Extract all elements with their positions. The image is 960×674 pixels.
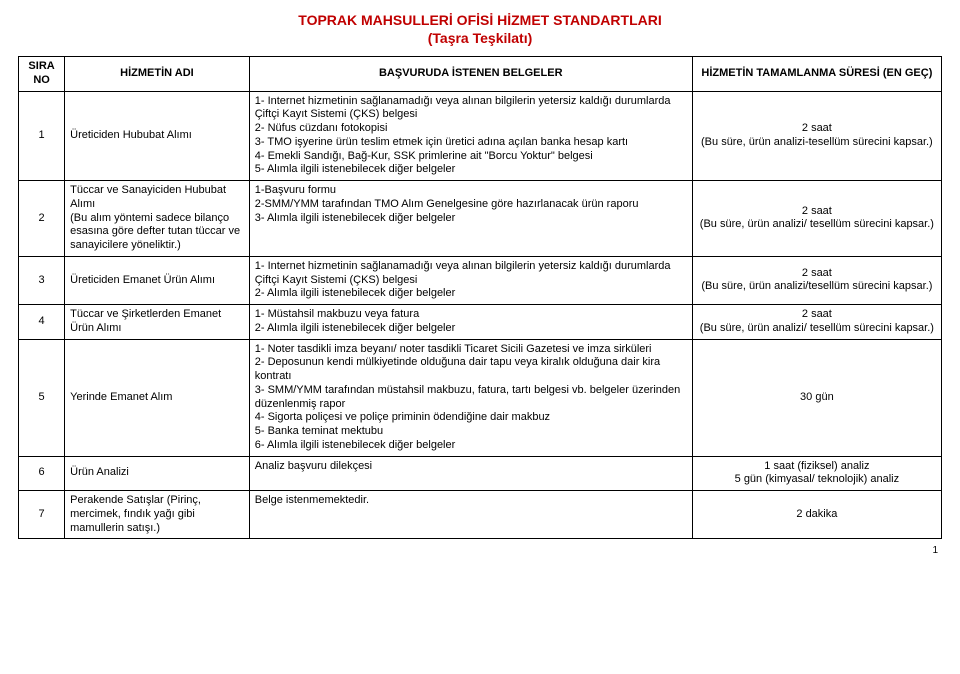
page-subtitle: (Taşra Teşkilatı) (18, 30, 942, 46)
cell-duration: 30 gün (692, 339, 941, 456)
table-row: 3Üreticiden Emanet Ürün Alımı1- Internet… (19, 256, 942, 304)
table-row: 6Ürün Analizi Analiz başvuru dilekçesi 1 s… (19, 456, 942, 491)
cell-docs: Belge istenmemektedir. (249, 491, 692, 539)
cell-name: Perakende Satışlar (Pirinç, mercimek, fı… (65, 491, 250, 539)
doc-line: Analiz başvuru dilekçesi (255, 460, 687, 474)
cell-no: 2 (19, 181, 65, 257)
services-table: SIRA NO HİZMETİN ADI BAŞVURUDA İSTENEN B… (18, 56, 942, 539)
cell-no: 7 (19, 491, 65, 539)
doc-line: 1- Internet hizmetinin sağlanamadığı vey… (255, 95, 687, 123)
doc-line: 1- Internet hizmetinin sağlanamadığı vey… (255, 260, 687, 288)
doc-line: 2- Deposunun kendi mülkiyetinde olduğuna… (255, 356, 687, 384)
table-row: 1Üreticiden Hububat Alımı1- Internet hiz… (19, 91, 942, 181)
doc-line: 2-SMM/YMM tarafından TMO Alım Genelgesin… (255, 198, 687, 212)
col-name: HİZMETİN ADI (65, 57, 250, 92)
doc-line: 4- Emekli Sandığı, Bağ-Kur, SSK primleri… (255, 150, 687, 164)
table-body: 1Üreticiden Hububat Alımı1- Internet hiz… (19, 91, 942, 539)
doc-line: 2- Nüfus cüzdanı fotokopisi (255, 122, 687, 136)
cell-duration: 2 saat (Bu süre, ürün analizi-tesellüm s… (692, 91, 941, 181)
cell-no: 4 (19, 305, 65, 340)
cell-docs: 1- Internet hizmetinin sağlanamadığı vey… (249, 256, 692, 304)
cell-docs: Analiz başvuru dilekçesi (249, 456, 692, 491)
table-row: 2Tüccar ve Sanayiciden Hububat Alımı (Bu… (19, 181, 942, 257)
doc-line: 3- SMM/YMM tarafından müstahsil makbuzu,… (255, 384, 687, 412)
cell-duration: 2 saat (Bu süre, ürün analizi/ tesellüm … (692, 305, 941, 340)
doc-line: 2- Alımla ilgili istenebilecek diğer bel… (255, 322, 687, 336)
col-dur: HİZMETİN TAMAMLANMA SÜRESİ (EN GEÇ) (692, 57, 941, 92)
doc-line: 6- Alımla ilgili istenebilecek diğer bel… (255, 439, 687, 453)
cell-no: 1 (19, 91, 65, 181)
table-row: 5Yerinde Emanet Alım 1- Noter tasdikli im… (19, 339, 942, 456)
cell-docs: 1- Müstahsil makbuzu veya fatura2- Alıml… (249, 305, 692, 340)
cell-name: Ürün Analizi (65, 456, 250, 491)
col-no: SIRA NO (19, 57, 65, 92)
page-title: TOPRAK MAHSULLERİ OFİSİ HİZMET STANDARTL… (18, 12, 942, 28)
cell-name: Tüccar ve Sanayiciden Hububat Alımı (Bu … (65, 181, 250, 257)
doc-line: 5- Alımla ilgili istenebilecek diğer bel… (255, 163, 687, 177)
cell-name: Üreticiden Emanet Ürün Alımı (65, 256, 250, 304)
doc-line: 3- Alımla ilgili istenebilecek diğer bel… (255, 212, 687, 226)
doc-line: 1-Başvuru formu (255, 184, 687, 198)
doc-line: 3- TMO işyerine ürün teslim etmek için ü… (255, 136, 687, 150)
doc-line: 1- Müstahsil makbuzu veya fatura (255, 308, 687, 322)
cell-duration: 2 saat (Bu süre, ürün analizi/ tesellüm … (692, 181, 941, 257)
table-row: 7Perakende Satışlar (Pirinç, mercimek, f… (19, 491, 942, 539)
page-number: 1 (18, 545, 942, 556)
doc-line: 5- Banka teminat mektubu (255, 425, 687, 439)
cell-name: Üreticiden Hububat Alımı (65, 91, 250, 181)
doc-line: 2- Alımla ilgili istenebilecek diğer bel… (255, 287, 687, 301)
cell-duration: 2 dakika (692, 491, 941, 539)
cell-docs: 1- Noter tasdikli imza beyanı/ noter tas… (249, 339, 692, 456)
cell-no: 5 (19, 339, 65, 456)
doc-line: Belge istenmemektedir. (255, 494, 687, 508)
cell-no: 6 (19, 456, 65, 491)
doc-line: 4- Sigorta poliçesi ve poliçe priminin ö… (255, 411, 687, 425)
col-docs: BAŞVURUDA İSTENEN BELGELER (249, 57, 692, 92)
cell-name: Tüccar ve Şirketlerden Emanet Ürün Alımı (65, 305, 250, 340)
doc-line: 1- Noter tasdikli imza beyanı/ noter tas… (255, 343, 687, 357)
cell-docs: 1-Başvuru formu2-SMM/YMM tarafından TMO … (249, 181, 692, 257)
cell-duration: 2 saat (Bu süre, ürün analizi/tesellüm s… (692, 256, 941, 304)
cell-name: Yerinde Emanet Alım (65, 339, 250, 456)
table-row: 4Tüccar ve Şirketlerden Emanet Ürün Alım… (19, 305, 942, 340)
table-header-row: SIRA NO HİZMETİN ADI BAŞVURUDA İSTENEN B… (19, 57, 942, 92)
cell-no: 3 (19, 256, 65, 304)
cell-duration: 1 saat (fiziksel) analiz 5 gün (kimyasal… (692, 456, 941, 491)
cell-docs: 1- Internet hizmetinin sağlanamadığı vey… (249, 91, 692, 181)
